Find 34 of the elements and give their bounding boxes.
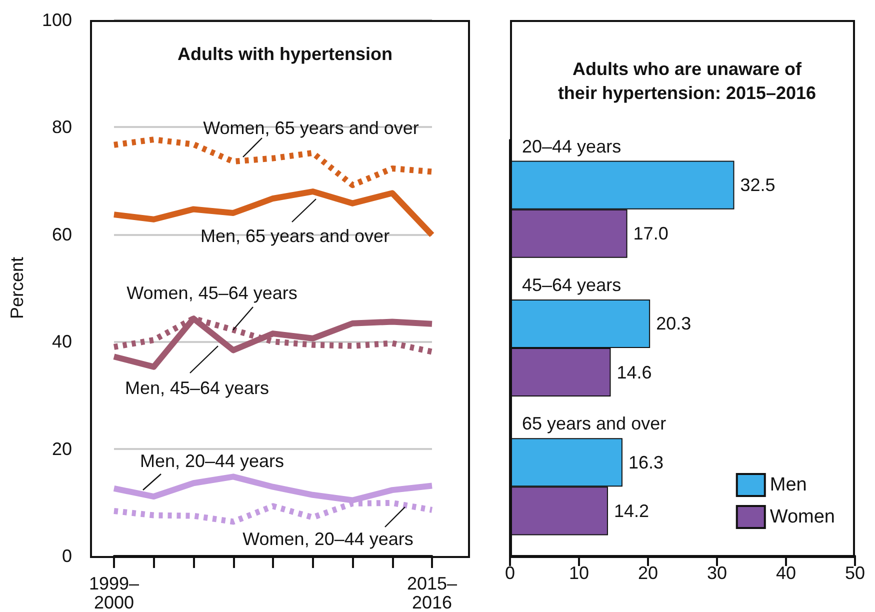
text: Adults with hypertension	[177, 44, 393, 64]
series-label: Women, 20–44 years	[242, 529, 414, 549]
x-tick-label: 1999– 2000	[88, 574, 140, 612]
series-label: Men, 65 years and over	[200, 226, 390, 246]
series-label: Women, 65 years and over	[203, 118, 419, 138]
y-tick-label: 0	[62, 546, 72, 566]
data-label: 32.5	[740, 175, 776, 196]
x-tick-label: 20	[638, 563, 658, 583]
x-tick-label: 40	[776, 563, 796, 583]
y-tick-label: 45–64 years	[522, 275, 622, 295]
y-tick-label: 80	[52, 117, 72, 138]
y-tick-label: 65 years and over	[522, 414, 666, 434]
data-label: 16.3	[628, 452, 664, 472]
y-axis-title: Percent	[7, 256, 27, 320]
x-tick-label: 50	[844, 563, 866, 583]
legend-label: Men	[770, 474, 807, 496]
series-label: Men, 45–64 years	[124, 378, 270, 398]
y-tick-label: 20	[52, 438, 72, 459]
series-label: Men, 20–44 years	[140, 451, 284, 471]
data-label: 14.2	[614, 500, 650, 521]
x-tick-label: 0	[504, 563, 516, 583]
x-tick-label: 2015– 2016	[406, 574, 458, 612]
y-tick-label: 100	[42, 10, 72, 30]
x-tick-label: 30	[706, 563, 728, 583]
series-label: Women, 45–64 years	[126, 283, 298, 303]
data-label: 17.0	[633, 224, 668, 244]
legend-label: Women	[770, 506, 836, 528]
text: Adults who are unaware of their hypertension: 2015–2016	[558, 59, 816, 103]
y-tick-label: 40	[52, 332, 72, 352]
y-tick-label: 20–44 years	[522, 136, 622, 156]
y-tick-label: 60	[52, 224, 72, 244]
data-label: 20.3	[656, 314, 692, 334]
x-tick-label: 10	[568, 563, 590, 583]
data-label: 14.6	[616, 362, 652, 382]
